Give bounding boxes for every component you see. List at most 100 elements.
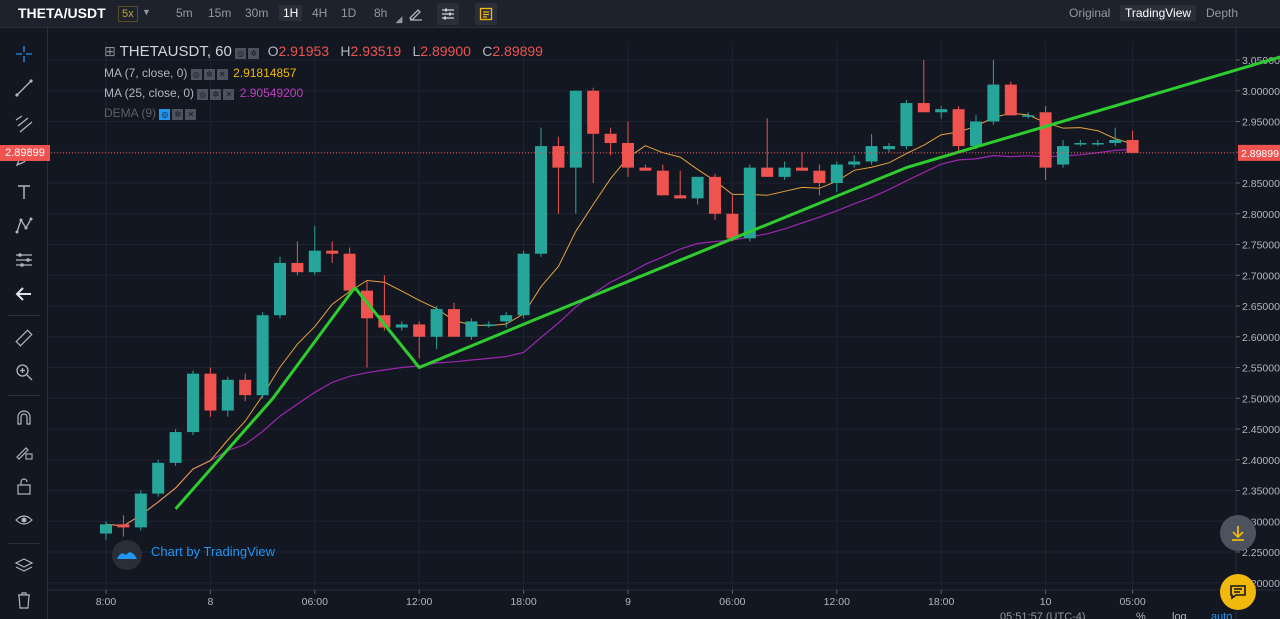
view-depth[interactable]: Depth: [1206, 6, 1239, 20]
candle-up: [900, 103, 913, 147]
candle-down: [639, 167, 652, 171]
timeframe-5m[interactable]: 5m: [176, 6, 193, 20]
candle-down: [1039, 112, 1052, 168]
top-toolbar: THETA/USDT 5x ▼ 5m 15m 30m 1H 4H 1D 8h ◢…: [0, 0, 1280, 28]
magnet-icon[interactable]: [12, 406, 36, 430]
user-trendline: [530, 55, 1280, 323]
candle-up: [535, 146, 547, 254]
scroll-to-realtime-button[interactable]: [1220, 515, 1256, 551]
price-tick-label: 2.45000: [1242, 424, 1280, 436]
legend-ma25: MA (25, close, 0) ◎ ✲ ✕ 2.90549200: [104, 86, 303, 101]
candle-down: [917, 103, 930, 113]
time-tick-label: 12:00: [824, 596, 850, 608]
candle-up: [569, 90, 582, 168]
time-tick-label: 18:00: [510, 596, 536, 608]
trash-icon[interactable]: [12, 588, 36, 612]
symbol-name[interactable]: THETA/USDT: [18, 5, 106, 21]
candle-down: [448, 309, 460, 337]
ma7-label: MA (7, close, 0): [104, 66, 188, 80]
legend-controls[interactable]: ◎ ✲: [235, 46, 261, 60]
toolbar-divider: [8, 543, 40, 544]
price-tick-label: 2.25000: [1242, 547, 1280, 559]
timeframe-30m[interactable]: 30m: [245, 6, 269, 20]
candle-down: [413, 324, 426, 337]
candle-up: [308, 250, 321, 273]
timeframe-1d[interactable]: 1D: [341, 6, 357, 20]
price-tick-label: 2.70000: [1242, 270, 1280, 282]
time-tick-label: 10: [1040, 596, 1052, 608]
candle-up: [691, 176, 704, 199]
percent-toggle[interactable]: %: [1136, 611, 1146, 619]
chart-attribution[interactable]: Chart by TradingView: [151, 544, 276, 559]
toolbar-divider: [8, 395, 40, 396]
view-original[interactable]: Original: [1069, 6, 1111, 20]
candle-down: [761, 167, 774, 177]
candle-down: [326, 250, 339, 254]
candle-down: [604, 133, 617, 144]
current-price-badge-right: [1238, 144, 1280, 161]
timeframe-15m[interactable]: 15m: [208, 6, 232, 20]
lock-drawing-pencil-icon[interactable]: [12, 440, 36, 464]
candle-up: [935, 109, 948, 113]
time-tick-label: 05:00: [1119, 596, 1145, 608]
price-tick-label: 2.95000: [1242, 117, 1280, 129]
price-tick-label: 2.35000: [1242, 486, 1280, 498]
candle-up: [395, 324, 408, 328]
candle-up: [465, 321, 478, 337]
price-tick-label: 2.75000: [1242, 240, 1280, 252]
fib-tool-icon[interactable]: [12, 112, 36, 136]
legend-dema: DEMA (9) ◎ ✲ ✕: [104, 106, 198, 121]
price-tick-label: 2.55000: [1242, 363, 1280, 375]
log-toggle[interactable]: log: [1172, 611, 1187, 619]
candle-down: [1126, 139, 1139, 153]
text-tool-icon[interactable]: [12, 180, 36, 204]
candle-up: [1022, 115, 1035, 117]
price-chart[interactable]: 3.050003.000002.950002.900002.850002.800…: [48, 28, 1280, 619]
leverage-badge: 5x: [118, 6, 138, 22]
candle-up: [865, 146, 878, 162]
timeframe-8h[interactable]: 8h: [374, 6, 388, 20]
close-value: 2.89899: [492, 43, 543, 59]
low-label: L: [412, 43, 421, 59]
chat-button[interactable]: [1220, 574, 1256, 610]
prediction-icon[interactable]: [12, 248, 36, 272]
candle-up: [517, 253, 530, 316]
timeframe-4h[interactable]: 4H: [312, 6, 328, 20]
auto-toggle[interactable]: auto: [1211, 611, 1233, 619]
trend-line-icon[interactable]: [12, 76, 36, 100]
timeframe-1h[interactable]: 1H: [279, 5, 303, 21]
ruler-icon[interactable]: [12, 326, 36, 350]
lock-icon[interactable]: [12, 474, 36, 498]
crosshair-icon[interactable]: [12, 42, 36, 66]
high-value: 2.93519: [350, 43, 402, 59]
price-tick-label: 2.85000: [1242, 178, 1280, 190]
eye-icon[interactable]: [12, 508, 36, 532]
notes-icon[interactable]: [475, 3, 497, 25]
candle-down: [674, 195, 687, 199]
settings-sliders-icon[interactable]: [437, 3, 459, 25]
candle-up: [830, 164, 843, 183]
view-tradingview[interactable]: TradingView: [1120, 5, 1197, 21]
candle-up: [848, 161, 861, 165]
candle-down: [709, 176, 721, 214]
ma25-controls[interactable]: ◎ ✲ ✕: [197, 87, 236, 101]
chart-area[interactable]: 3.050003.000002.950002.900002.850002.800…: [0, 28, 1280, 619]
candle-up: [883, 146, 895, 150]
symbol-dropdown-icon[interactable]: ▼: [142, 7, 151, 17]
pattern-icon[interactable]: [12, 214, 36, 238]
pencil-icon[interactable]: [405, 3, 427, 25]
zoom-in-icon[interactable]: [12, 360, 36, 384]
back-arrow-icon[interactable]: [12, 282, 36, 306]
candle-up: [1074, 143, 1087, 145]
open-value: 2.91953: [278, 43, 330, 59]
drawing-toolbar: [0, 28, 48, 619]
timeframe-more-icon[interactable]: ◢: [395, 13, 403, 24]
layers-icon[interactable]: [12, 554, 36, 578]
ma7-controls[interactable]: ◎ ✲ ✕: [190, 67, 230, 81]
dema-controls[interactable]: ◎ ✲ ✕: [159, 107, 198, 121]
price-tick-label: 2.65000: [1242, 301, 1280, 313]
tradingview-logo[interactable]: [112, 540, 142, 570]
candle-up: [1091, 143, 1104, 145]
candle-up: [1109, 139, 1122, 144]
candle-up: [221, 379, 234, 411]
